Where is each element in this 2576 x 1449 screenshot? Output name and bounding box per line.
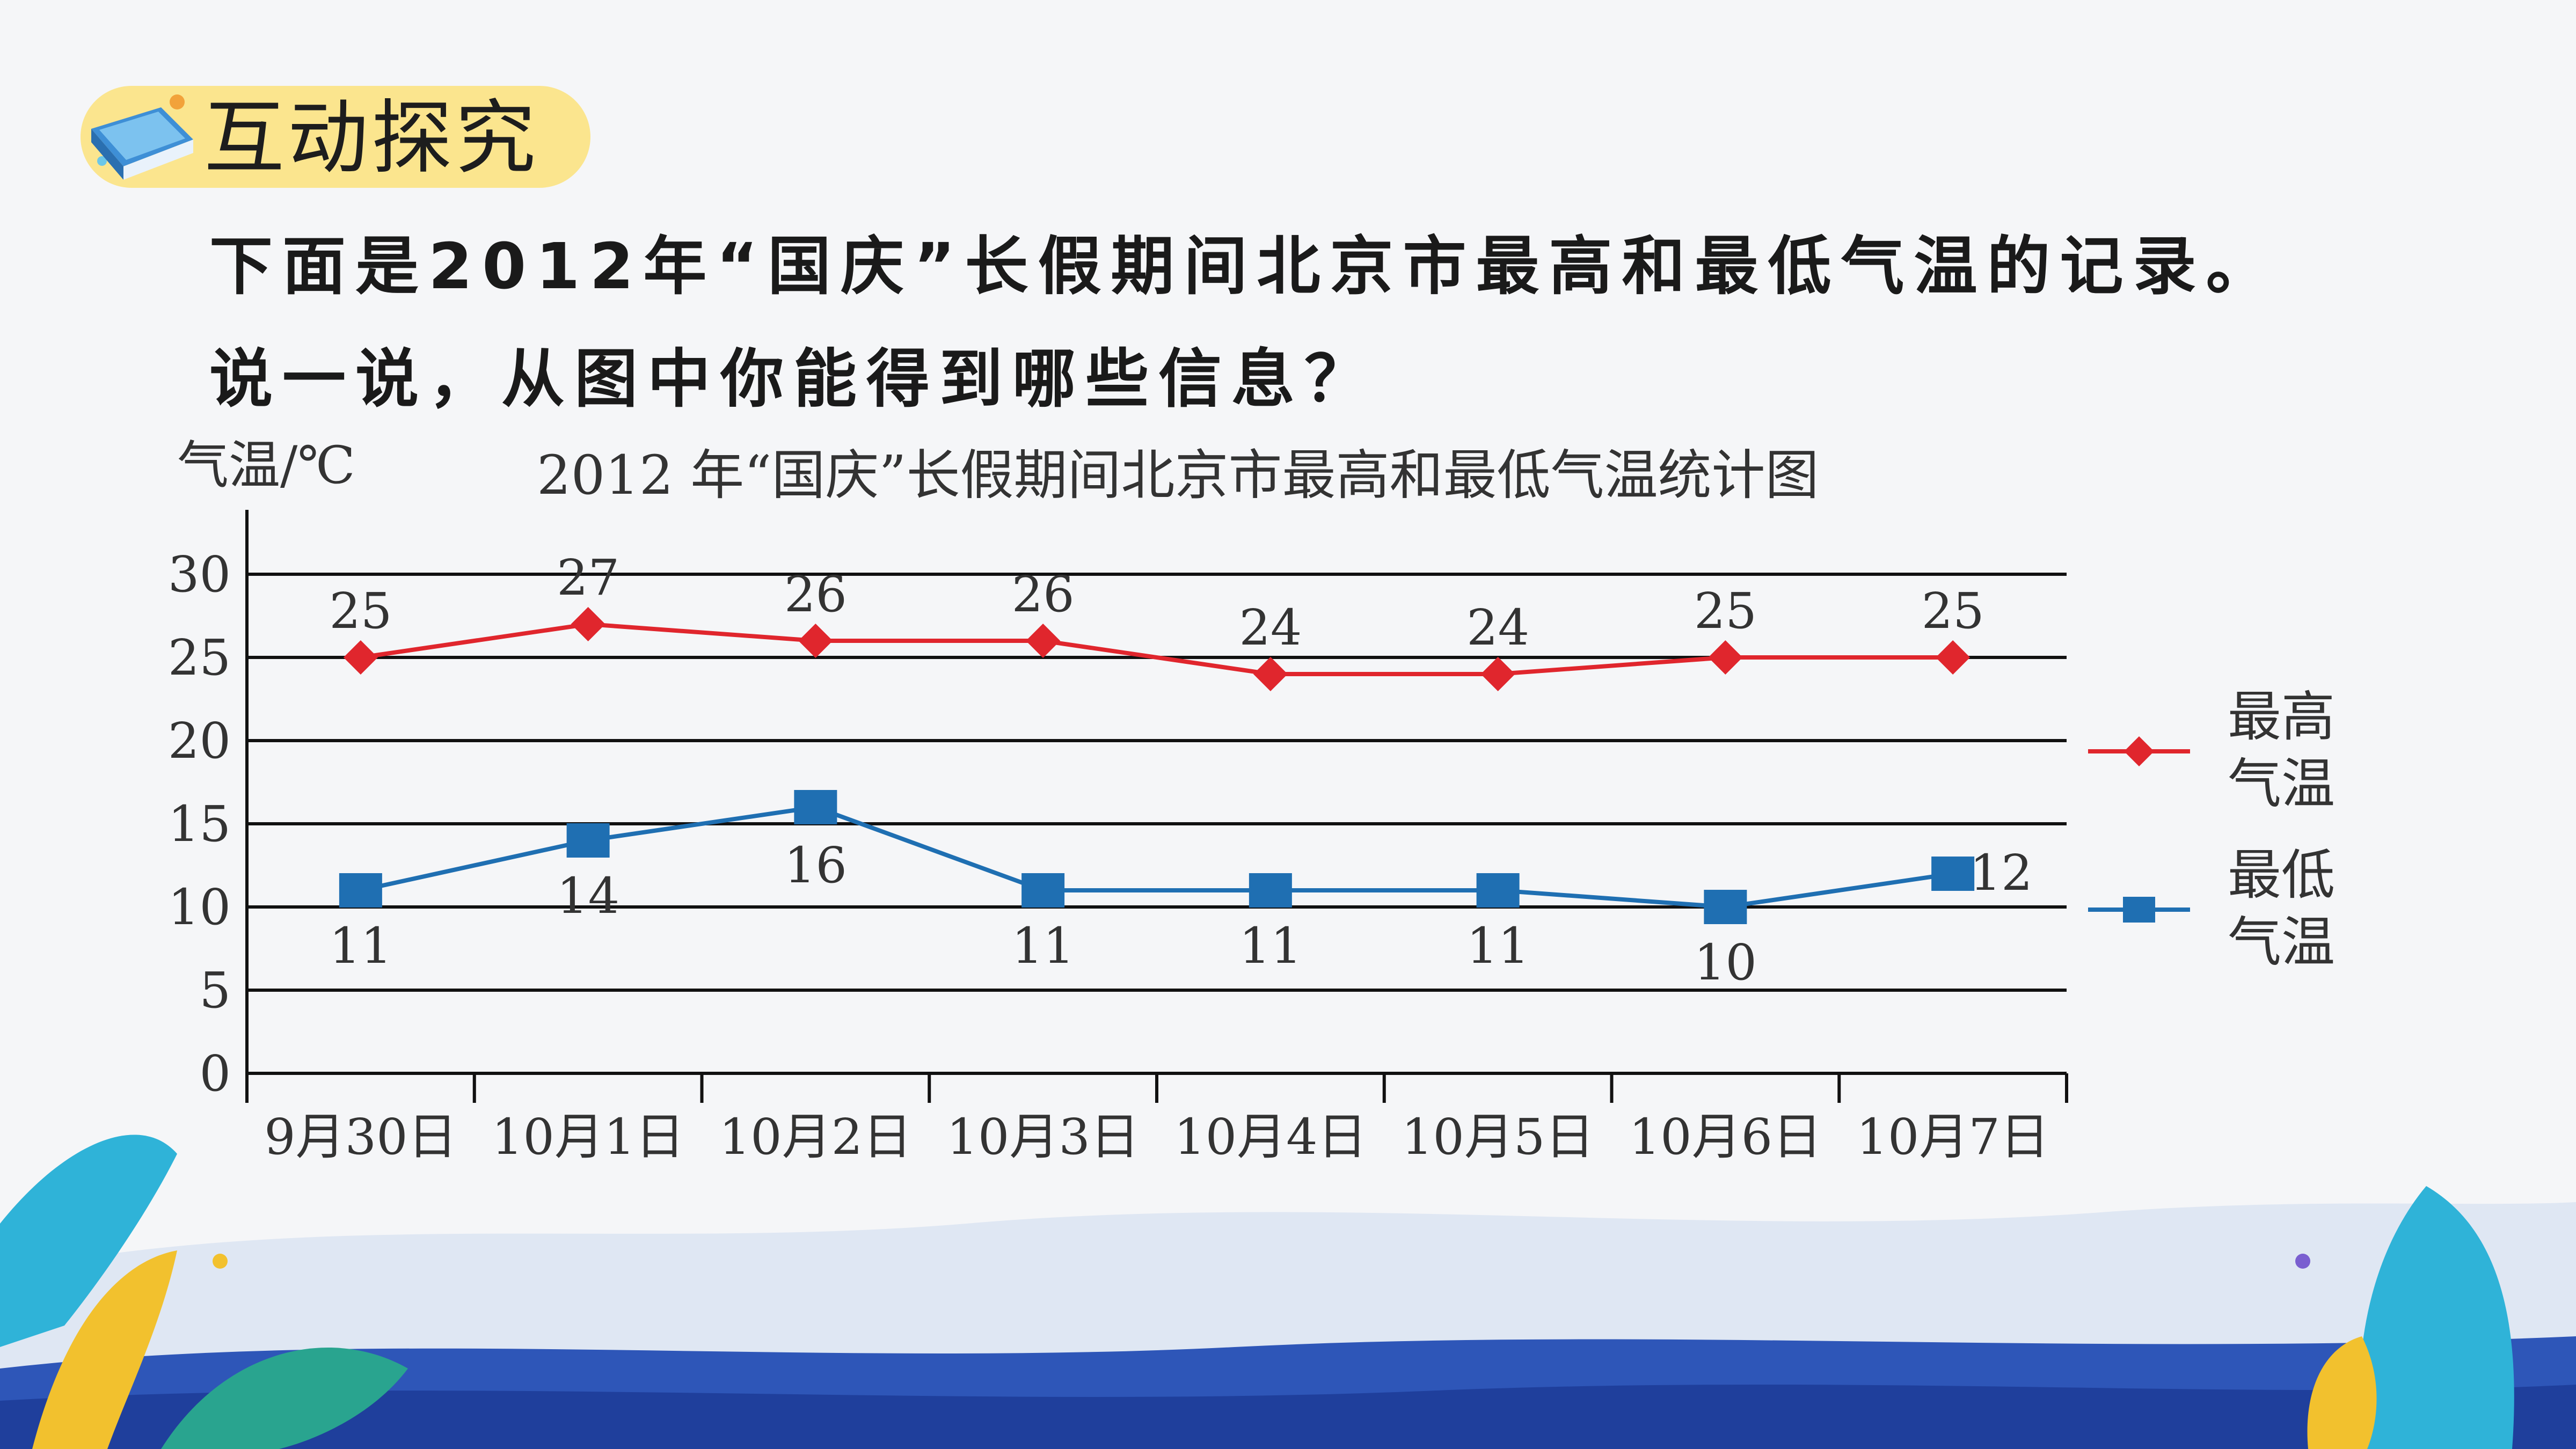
y-tick-label: 10 (168, 879, 231, 936)
series-line-low (360, 804, 1953, 910)
legend-label: 最高 (2228, 685, 2335, 748)
x-tick-label: 10月2日 (719, 1108, 913, 1166)
data-label: 25 (1694, 582, 1757, 640)
legend-label: 最低 (2228, 844, 2335, 906)
y-tick-label: 30 (168, 546, 231, 603)
data-label: 25 (1922, 582, 1984, 640)
data-point-high (1026, 624, 1061, 658)
x-tick-label: 10月3日 (946, 1108, 1140, 1166)
data-point-high (1936, 640, 1971, 675)
y-tick-label: 20 (168, 712, 231, 770)
series-line-high (360, 621, 1953, 676)
data-point-low (1476, 873, 1520, 908)
data-point-low (566, 823, 610, 858)
book-icon (91, 94, 193, 180)
data-point-low (1931, 857, 1975, 891)
data-label: 11 (329, 917, 392, 975)
data-point-low (1021, 873, 1065, 908)
instruction-line-2: 说一说，从图中你能得到哪些信息？ (209, 342, 1378, 416)
data-label: 11 (1466, 917, 1529, 975)
data-label: 27 (557, 549, 619, 606)
section-title: 互动探究 (204, 92, 539, 185)
data-label: 24 (1239, 599, 1302, 656)
data-label: 16 (784, 837, 847, 894)
data-point-low (1249, 873, 1292, 908)
data-point-low (794, 790, 837, 824)
data-label: 11 (1012, 917, 1075, 975)
y-tick-label: 15 (168, 795, 231, 853)
x-tick-label: 10月4日 (1174, 1108, 1367, 1166)
data-label: 26 (1012, 566, 1075, 623)
data-point-high (1708, 640, 1743, 675)
chart-title: 2012 年“国庆”长假期间北京市最高和最低气温统计图 (537, 444, 1819, 507)
data-label: 10 (1694, 934, 1757, 991)
x-tick-label: 10月5日 (1402, 1108, 1595, 1166)
data-label: 24 (1466, 599, 1529, 656)
data-label: 25 (329, 582, 392, 640)
legend-label: 气温 (2228, 911, 2335, 974)
decorative-landscape (0, 1135, 2576, 1449)
data-point-high (343, 640, 378, 675)
x-tick-label: 10月1日 (492, 1108, 685, 1166)
temperature-chart: 2012 年“国庆”长假期间北京市最高和最低气温统计图 气温/℃ 0 5 10 15 2… (168, 435, 2335, 1166)
x-tick-label: 10月7日 (1856, 1108, 2049, 1166)
y-tick-label: 5 (199, 962, 231, 1019)
data-label: 11 (1239, 917, 1302, 975)
y-tick-label: 0 (199, 1045, 231, 1102)
y-axis-label: 气温/℃ (177, 435, 355, 495)
x-tick-label: 10月6日 (1629, 1108, 1822, 1166)
y-tick-label: 25 (168, 629, 231, 686)
data-label: 14 (557, 867, 619, 925)
instruction-line-1: 下面是2012年“国庆”长假期间北京市最高和最低气温的记录。 (209, 229, 2279, 303)
data-label: 26 (784, 566, 847, 623)
data-point-high (798, 624, 833, 658)
data-point-high (1480, 657, 1515, 691)
data-point-high (1253, 657, 1288, 691)
data-label: 12 (1970, 844, 2033, 902)
legend-marker-diamond (2124, 736, 2154, 766)
data-point-high (571, 607, 605, 641)
data-point-low (339, 873, 382, 908)
legend-label: 气温 (2228, 752, 2335, 815)
legend-marker-square (2123, 897, 2155, 923)
x-tick-label: 9月30日 (264, 1108, 457, 1166)
data-point-low (1704, 890, 1747, 924)
